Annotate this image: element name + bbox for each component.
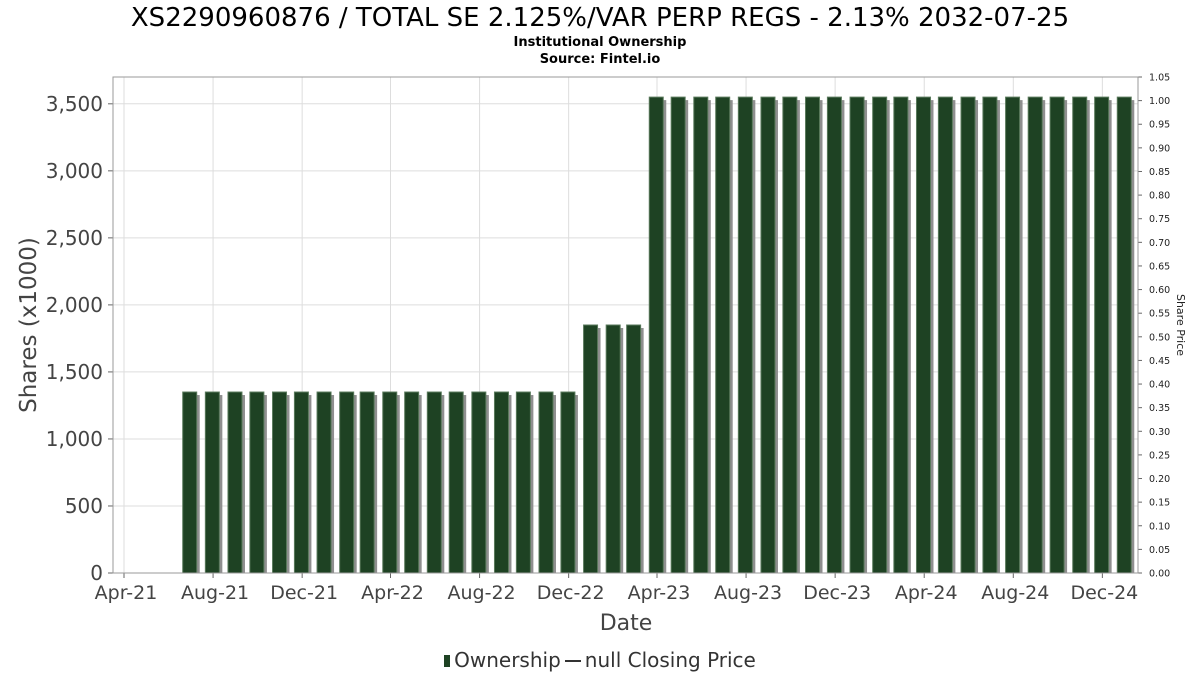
- ownership-bar: [872, 96, 888, 574]
- y2-tick-label: 0.75: [1149, 214, 1170, 225]
- ownership-bar: [893, 96, 909, 574]
- ownership-bar: [448, 391, 464, 574]
- x-tick-label: Apr-21: [95, 582, 158, 604]
- y2-axis-label: Share Price: [1174, 294, 1187, 356]
- y2-tick-label: 0.35: [1149, 403, 1170, 414]
- y2-tick-label: 0.95: [1149, 120, 1170, 131]
- y-tick-label: 3,500: [46, 92, 103, 116]
- ownership-bar: [404, 391, 420, 574]
- y2-tick-label: 0.00: [1149, 569, 1170, 580]
- y2-tick-label: 1.05: [1149, 73, 1170, 84]
- ownership-bar: [960, 96, 976, 574]
- x-tick-label: Apr-22: [361, 582, 424, 604]
- ownership-bar: [737, 96, 753, 574]
- y2-tick-label: 0.50: [1149, 332, 1170, 343]
- ownership-bar: [249, 391, 265, 574]
- ownership-bar: [359, 391, 375, 574]
- y-tick-label: 1,500: [46, 360, 103, 384]
- y2-tick-label: 0.70: [1149, 238, 1170, 249]
- y2-tick-label: 0.25: [1149, 450, 1170, 461]
- y2-tick-label: 0.40: [1149, 380, 1170, 391]
- chart-source: Source: Fintel.io: [539, 52, 661, 67]
- ownership-bar: [293, 391, 309, 574]
- y2-tick-label: 1.00: [1149, 96, 1170, 107]
- ownership-bar: [805, 96, 821, 574]
- ownership-bar: [648, 96, 664, 574]
- ownership-bar: [227, 391, 243, 574]
- y2-tick-label: 0.10: [1149, 521, 1170, 532]
- y2-tick-label: 0.30: [1149, 427, 1170, 438]
- price-legend-label: null Closing Price: [584, 648, 756, 672]
- ownership-bar: [849, 96, 865, 574]
- ownership-bar: [204, 391, 220, 574]
- x-tick-label: Apr-23: [628, 582, 691, 604]
- y2-tick-label: 0.65: [1149, 261, 1170, 272]
- chart-legend: Ownership null Closing Price: [0, 648, 1200, 672]
- ownership-bar: [272, 391, 288, 574]
- x-tick-label: Aug-21: [181, 582, 249, 604]
- ownership-bar: [670, 96, 686, 574]
- ownership-bar: [693, 96, 709, 574]
- y-tick-label: 500: [65, 494, 103, 518]
- ownership-bar: [493, 391, 509, 574]
- x-tick-label: Aug-24: [981, 582, 1049, 604]
- ownership-bar: [782, 96, 798, 574]
- ownership-bar: [915, 96, 931, 574]
- price-legend-swatch: [564, 659, 581, 662]
- y2-tick-label: 0.05: [1149, 545, 1170, 556]
- ownership-bar: [583, 324, 599, 574]
- y-tick-label: 2,000: [46, 293, 103, 317]
- chart-subtitle: Institutional Ownership: [513, 35, 687, 50]
- ownership-legend-swatch: [444, 654, 451, 667]
- ownership-bar: [1005, 96, 1021, 574]
- ownership-bar: [1116, 96, 1132, 574]
- ownership-bar: [982, 96, 998, 574]
- ownership-bar: [826, 96, 842, 574]
- y2-tick-label: 0.85: [1149, 167, 1170, 178]
- y-axis-label: Shares (x1000): [16, 237, 42, 413]
- y-tick-label: 1,000: [46, 427, 103, 451]
- ownership-bar: [626, 324, 642, 574]
- y-tick-label: 2,500: [46, 226, 103, 250]
- ownership-bar: [426, 391, 442, 574]
- x-tick-label: Dec-24: [1070, 582, 1138, 604]
- plot-border: [112, 76, 1139, 574]
- x-tick-label: Dec-22: [537, 582, 605, 604]
- y-tick-label: 0: [90, 561, 103, 585]
- ownership-chart: 0 500 1,000 1,500 2,000 2,500 3,000 3,500 Apr-21…: [16, 73, 1187, 637]
- ownership-bar: [339, 391, 355, 574]
- x-tick-label: Dec-23: [803, 582, 871, 604]
- ownership-bar: [515, 391, 531, 574]
- x-tick-label: Dec-21: [270, 582, 338, 604]
- y2-tick-label: 0.60: [1149, 285, 1170, 296]
- chart-title: XS2290960876 / TOTAL SE 2.125%/VAR PERP …: [130, 3, 1070, 33]
- y2-tick-label: 0.20: [1149, 474, 1170, 485]
- ownership-bar: [715, 96, 731, 574]
- y2-tick-label: 0.15: [1149, 498, 1170, 509]
- y2-tick-label: 0.90: [1149, 143, 1170, 154]
- ownership-bar: [1049, 96, 1065, 574]
- ownership-bar: [382, 391, 398, 574]
- ownership-bar: [182, 391, 198, 574]
- x-axis-label: Date: [600, 611, 653, 636]
- y2-tick-label: 0.45: [1149, 356, 1170, 367]
- ownership-legend-label: Ownership: [454, 648, 561, 672]
- ownership-bar: [471, 391, 487, 574]
- y2-tick-label: 0.55: [1149, 309, 1170, 320]
- y-tick-label: 3,000: [46, 159, 103, 183]
- ownership-bar: [1094, 96, 1110, 574]
- ownership-bar: [538, 391, 554, 574]
- x-tick-label: Aug-23: [714, 582, 782, 604]
- ownership-bar: [316, 391, 332, 574]
- ownership-bar: [605, 324, 621, 574]
- ownership-bar: [760, 96, 776, 574]
- y2-tick-label: 0.80: [1149, 191, 1170, 202]
- x-tick-label: Aug-22: [448, 582, 516, 604]
- x-tick-label: Apr-24: [895, 582, 958, 604]
- ownership-bar: [937, 96, 953, 574]
- ownership-bar: [560, 391, 576, 574]
- ownership-bar: [1027, 96, 1043, 574]
- ownership-bar: [1072, 96, 1088, 574]
